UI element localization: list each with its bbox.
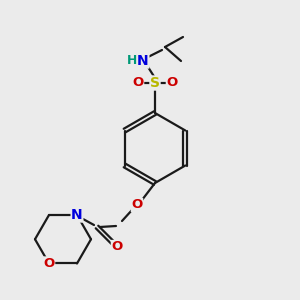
Text: N: N (137, 54, 149, 68)
Text: N: N (71, 208, 83, 222)
Text: O: O (167, 76, 178, 89)
Text: O: O (131, 199, 142, 212)
Text: O: O (44, 257, 55, 270)
Text: H: H (127, 55, 137, 68)
Text: O: O (111, 241, 123, 254)
Text: O: O (132, 76, 144, 89)
Text: S: S (150, 76, 160, 90)
